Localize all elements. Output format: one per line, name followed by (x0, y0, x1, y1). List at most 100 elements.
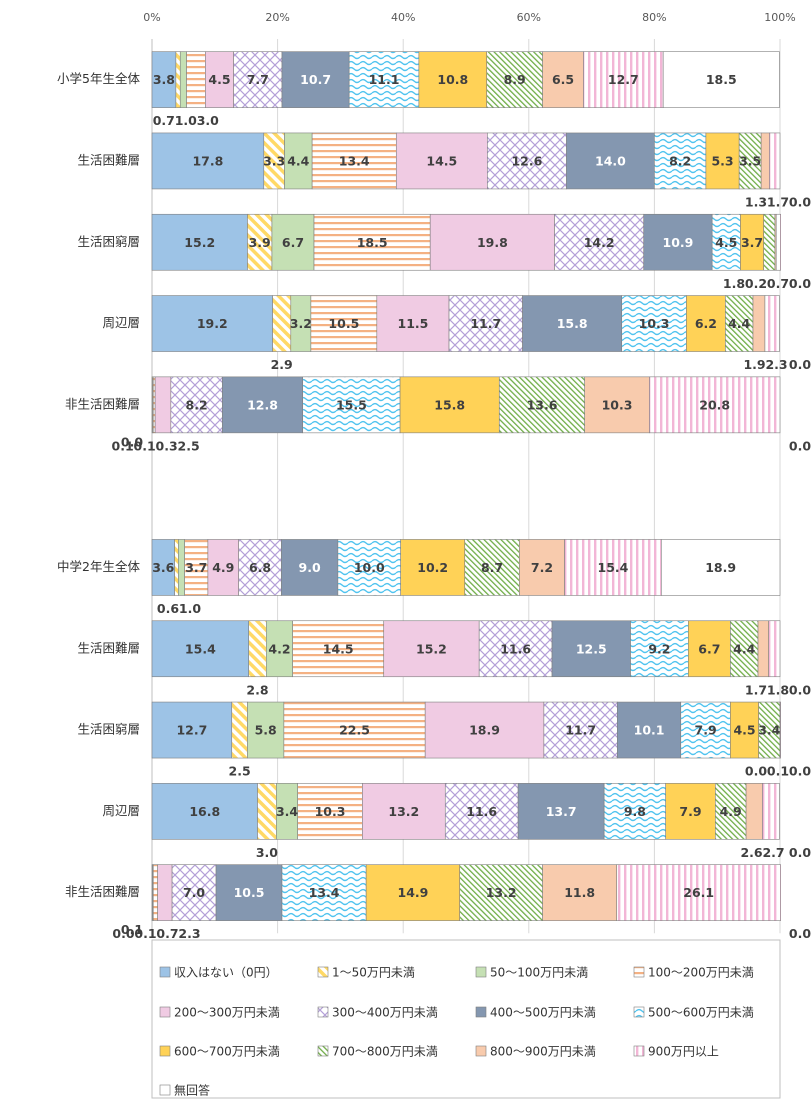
data-label: 15.4 (598, 560, 629, 575)
data-label: 7.9 (695, 723, 717, 738)
legend-swatch (159, 1045, 171, 1057)
bar-segment (179, 51, 187, 108)
bar-segment (487, 132, 567, 190)
bar-segment (730, 701, 759, 759)
data-label: 16.8 (189, 804, 220, 819)
data-label: 0.0 (121, 434, 143, 449)
legend-swatch (633, 1006, 645, 1018)
data-label: 6.8 (249, 560, 271, 575)
bar-segment (654, 132, 707, 190)
bar-segment (486, 51, 543, 108)
data-label: 0.0 (789, 845, 811, 860)
bar-segment (175, 51, 181, 108)
data-label: 15.8 (434, 397, 465, 412)
data-label: 13.2 (486, 885, 517, 900)
bar-segment (603, 783, 667, 840)
bar-segment (207, 539, 239, 596)
legend-label: 800～900万円未満 (490, 1045, 596, 1059)
bar-segment (157, 864, 173, 921)
data-label: 10.0 (354, 560, 385, 575)
bar-segment (297, 783, 363, 840)
bar-segment (238, 539, 282, 596)
data-label: 18.9 (469, 723, 500, 738)
data-label: 19.2 (197, 316, 228, 331)
data-label: 3.3 (263, 153, 285, 168)
category-label: 生活困窮層 (77, 722, 140, 737)
data-label: 3.5 (739, 153, 761, 168)
data-label: 3.2 (290, 316, 312, 331)
bar-segment (178, 539, 185, 596)
legend-label: 200～300万円未満 (174, 1006, 280, 1020)
bar-segment (630, 620, 689, 678)
bar-segment (154, 376, 172, 434)
legend-label: 収入はない（0円） (174, 966, 278, 980)
data-label: 3.0 (197, 113, 219, 128)
data-label: 0.0 (789, 194, 811, 209)
bar-segment (764, 295, 780, 352)
bar-segment (464, 539, 520, 596)
data-label: 1.0 (179, 601, 201, 616)
data-label: 11.8 (564, 885, 595, 900)
bar-segment (281, 864, 367, 921)
data-label: 5.3 (711, 153, 733, 168)
bar-segment (170, 376, 223, 434)
legend-label: 50～100万円未満 (490, 966, 588, 980)
bar-segment (711, 213, 741, 271)
bar-segment (395, 132, 488, 190)
data-label: 7.2 (531, 560, 553, 575)
bar-segment (725, 295, 754, 352)
bar-segment (151, 701, 233, 759)
data-label: 4.5 (733, 723, 755, 738)
legend-label: 500～600万円未満 (648, 1006, 754, 1020)
bar-segment (233, 51, 283, 108)
data-label: 13.7 (546, 804, 577, 819)
bar-segment (281, 51, 350, 108)
legend-swatch (475, 1006, 487, 1018)
data-label: 14.0 (595, 153, 626, 168)
bar-segment (424, 701, 545, 759)
bar-segment (686, 295, 726, 352)
data-label: 11.7 (470, 316, 501, 331)
data-label: 0.1 (112, 438, 134, 453)
data-label: 1.8 (723, 276, 745, 291)
data-label: 7.9 (679, 804, 701, 819)
data-label: 0.0 (789, 438, 811, 453)
legend-swatch (633, 1045, 645, 1057)
data-label: 13.4 (339, 153, 370, 168)
bar-segment (205, 51, 234, 108)
bar-segment (429, 213, 555, 271)
legend-swatch (159, 966, 171, 978)
bar-segment (231, 701, 248, 759)
legend-label: 900万円以上 (648, 1045, 719, 1059)
data-label: 13.6 (527, 397, 558, 412)
data-label: 1.0 (175, 113, 197, 128)
data-label: 1.3 (745, 194, 767, 209)
data-label: 3.4 (758, 723, 780, 738)
bar-segment (730, 620, 759, 678)
legend-swatch (633, 966, 645, 978)
bar-segment (661, 539, 781, 596)
bar-segment (522, 295, 623, 352)
bar-segment (152, 864, 158, 921)
data-label: 10.3 (315, 804, 346, 819)
bar-segment (459, 864, 543, 921)
data-label: 2.6 (740, 845, 762, 860)
category-label: 小学5年生全体 (57, 71, 140, 86)
data-label: 12.8 (247, 397, 278, 412)
bar-segment (752, 295, 766, 352)
legend-label: 1～50万円未満 (332, 966, 415, 980)
legend-label: 600～700万円未満 (174, 1045, 280, 1059)
data-label: 11.7 (565, 723, 596, 738)
bar-segment (151, 783, 258, 840)
bar-segment (247, 701, 285, 759)
category-label: 生活困難層 (77, 640, 140, 655)
data-label: 3.4 (276, 804, 298, 819)
data-label: 11.5 (398, 316, 429, 331)
data-label: 4.4 (733, 641, 755, 656)
bar-segment (448, 295, 523, 352)
data-label: 9.2 (648, 641, 670, 656)
bar-segment (745, 783, 763, 840)
data-label: 3.0 (256, 845, 278, 860)
bar-segment (418, 51, 488, 108)
data-label: 15.4 (185, 641, 216, 656)
